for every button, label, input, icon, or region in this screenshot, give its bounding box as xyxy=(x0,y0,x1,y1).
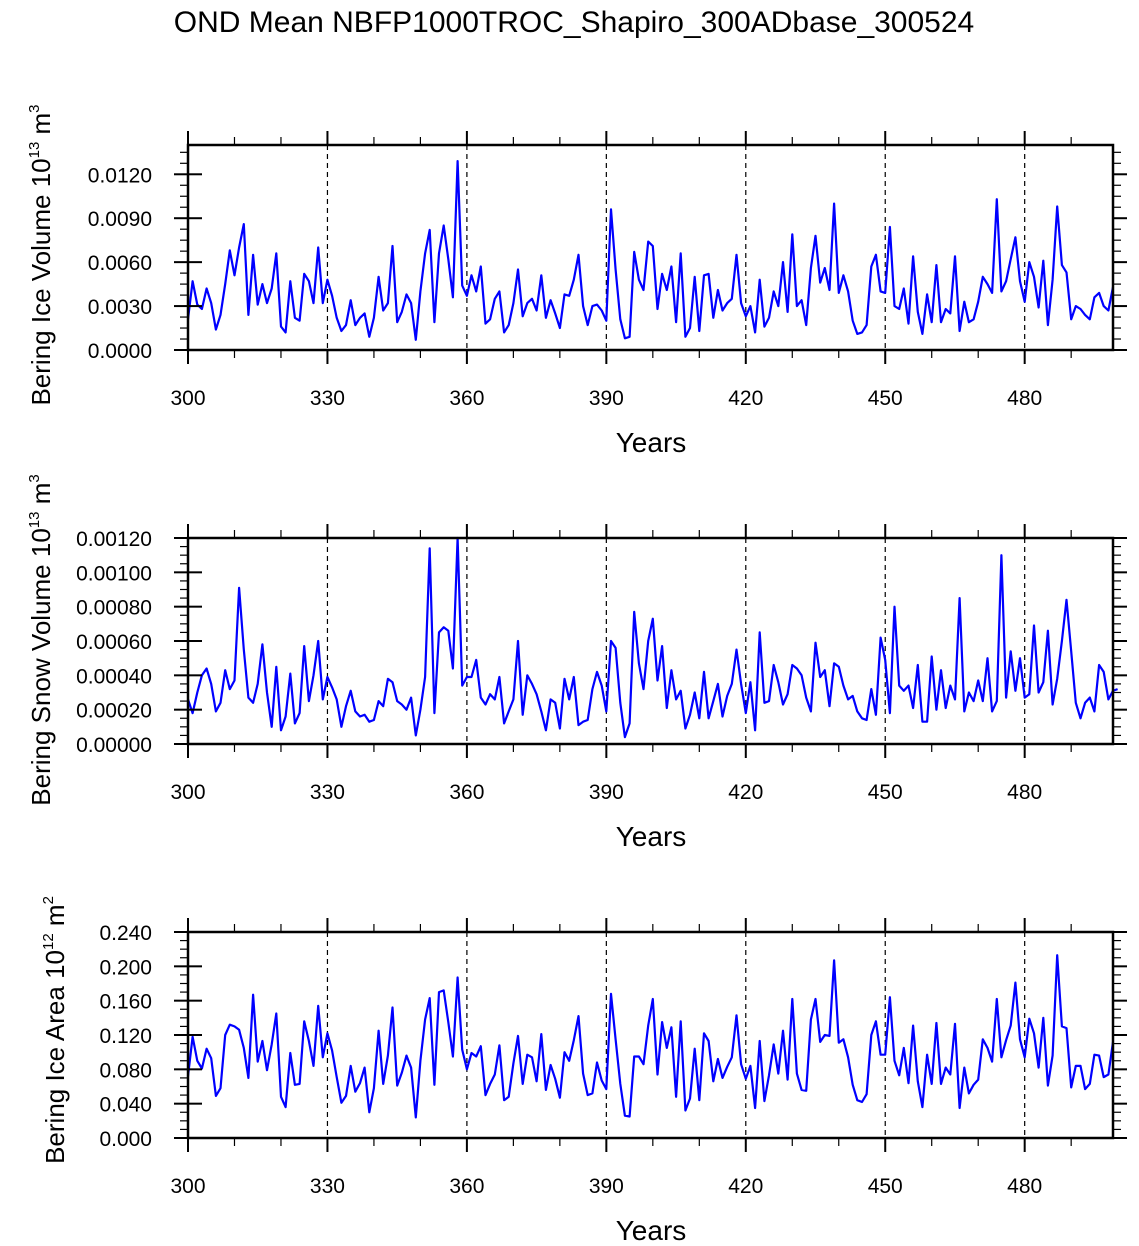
x-tick-label: 480 xyxy=(1007,387,1042,410)
x-tick-label: 330 xyxy=(310,1175,345,1198)
x-axis-label: Years xyxy=(616,821,687,852)
y-tick-label: 0.0060 xyxy=(88,252,152,275)
panel-snow-volume: 300 330 360 390 420 450 480 Years 0.00000 0.00020… xyxy=(26,474,1127,852)
series-line xyxy=(186,536,1118,739)
y-tick-label: 0.200 xyxy=(99,956,152,979)
x-tick-label: 330 xyxy=(310,387,345,410)
y-tick-label: 0.00000 xyxy=(76,734,152,757)
x-tick-label: 300 xyxy=(170,1175,205,1198)
y-tick-label: 0.080 xyxy=(99,1059,152,1082)
x-tick-label: 360 xyxy=(449,781,484,804)
y-axis-label: Bering Ice Volume 1013 m3 xyxy=(26,104,56,405)
series-line xyxy=(186,954,1115,1119)
panel-ice-volume: 300 330 360 390 420 450 480 Years 0.0000 0.0030 0.… xyxy=(26,104,1127,458)
x-tick-label: 300 xyxy=(170,781,205,804)
x-tick-label: 330 xyxy=(310,781,345,804)
y-axis-label: Bering Snow Volume 1013 m3 xyxy=(26,474,56,805)
y-axis-unit: m xyxy=(26,113,56,142)
plot-frame xyxy=(186,536,1115,746)
y-axis-unit-power: 2 xyxy=(40,896,57,904)
x-tick-label: 450 xyxy=(868,1175,903,1198)
x-tick-label: 480 xyxy=(1007,781,1042,804)
y-tick-label: 0.0090 xyxy=(88,208,152,231)
x-tick-label: 390 xyxy=(589,387,624,410)
y-tick-label: 0.00020 xyxy=(76,700,152,723)
y-tick-label: 0.240 xyxy=(99,922,152,945)
y-tick-label: 0.0000 xyxy=(88,340,152,363)
x-tick-label: 390 xyxy=(589,781,624,804)
y-axis-label-text: Bering Ice Area 10 xyxy=(40,950,70,1164)
x-axis-label: Years xyxy=(616,1215,687,1246)
x-tick-label: 390 xyxy=(589,1175,624,1198)
y-tick-label: 0.00080 xyxy=(76,597,152,620)
x-tick-label: 420 xyxy=(728,1175,763,1198)
y-axis-unit-exponent: 13 xyxy=(26,512,43,529)
y-tick-label: 0.000 xyxy=(99,1128,152,1151)
y-axis-label-text: Bering Ice Volume 10 xyxy=(26,158,56,405)
y-axis-unit-power: 3 xyxy=(26,104,43,112)
x-tick-label: 360 xyxy=(449,1175,484,1198)
y-tick-label: 0.00120 xyxy=(76,528,152,551)
x-tick-label: 360 xyxy=(449,387,484,410)
figure-title: OND Mean NBFP1000TROC_Shapiro_300ADbase_… xyxy=(174,6,974,39)
y-tick-label: 0.120 xyxy=(99,1025,152,1048)
y-tick-label: 0.00040 xyxy=(76,665,152,688)
x-tick-label: 420 xyxy=(728,781,763,804)
y-tick-label: 0.0030 xyxy=(88,296,152,319)
x-axis-label: Years xyxy=(616,427,687,458)
x-tick-label: 450 xyxy=(868,387,903,410)
y-tick-label: 0.040 xyxy=(99,1094,152,1117)
y-tick-label: 0.160 xyxy=(99,991,152,1014)
y-axis-label-text: Bering Snow Volume 10 xyxy=(26,528,56,806)
series-line xyxy=(186,160,1115,341)
y-axis-unit: m xyxy=(40,904,70,933)
y-tick-label: 0.00060 xyxy=(76,631,152,654)
y-axis-unit-power: 3 xyxy=(26,474,43,482)
y-axis-label: Bering Ice Area 1012 m2 xyxy=(40,896,70,1164)
y-axis-unit-exponent: 13 xyxy=(26,142,43,159)
y-tick-label: 0.0120 xyxy=(88,164,152,187)
y-tick-label: 0.00100 xyxy=(76,562,152,585)
y-axis-unit: m xyxy=(26,483,56,512)
x-tick-label: 480 xyxy=(1007,1175,1042,1198)
y-axis-unit-exponent: 12 xyxy=(40,933,57,950)
x-tick-label: 420 xyxy=(728,387,763,410)
plot-frame xyxy=(186,143,1115,352)
x-tick-label: 300 xyxy=(170,387,205,410)
x-tick-label: 450 xyxy=(868,781,903,804)
panel-ice-area: 300 330 360 390 420 450 480 Years 0.000 0.040 0.08… xyxy=(40,896,1127,1246)
